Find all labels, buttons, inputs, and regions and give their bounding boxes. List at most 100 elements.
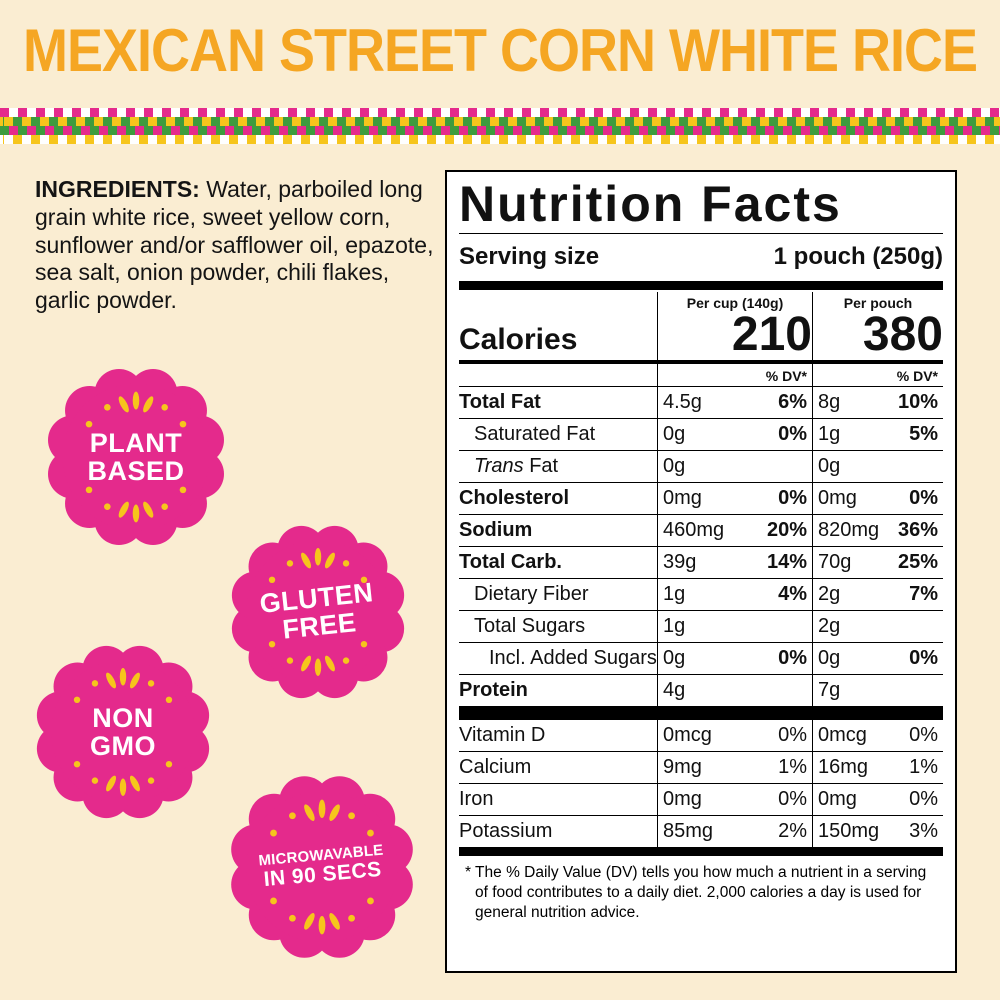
- nutrient-row: Protein 4g 7g: [459, 674, 943, 707]
- dv-per-pouch: 36%: [897, 518, 938, 541]
- amount-per-cup: 0mcg: [663, 723, 712, 746]
- ingredients-text: INGREDIENTS: Water, parboiled long grain…: [35, 176, 435, 315]
- amount-per-pouch: 2g: [818, 582, 841, 605]
- amount-per-cup: 4g: [663, 678, 686, 701]
- per-pouch-header: Per pouch: [843, 295, 913, 311]
- checker-row: [0, 117, 1000, 126]
- dv-per-cup: 0%: [778, 486, 807, 509]
- dv-per-pouch: 0%: [909, 646, 938, 669]
- ingredients-label: INGREDIENTS:: [35, 176, 200, 202]
- amount-per-pouch: 16mg: [818, 755, 869, 778]
- amount-per-cup: 0g: [663, 454, 686, 477]
- nutrient-label: Sodium: [459, 518, 533, 541]
- nutrient-label: Dietary Fiber: [474, 582, 589, 605]
- nutrient-label: Calcium: [459, 755, 532, 778]
- dv-per-pouch: 1%: [909, 755, 938, 778]
- badge-microwavable: MICROWAVABLE IN 90 SECS: [224, 770, 420, 964]
- flower-badge-shape: [231, 776, 413, 958]
- dv-per-pouch: 5%: [909, 422, 938, 445]
- amount-per-pouch: 7g: [818, 678, 841, 701]
- flower-badge-shape: [48, 369, 224, 545]
- dv-per-pouch: 0%: [909, 787, 938, 810]
- calories-per-pouch-col: Per pouch 380: [812, 292, 943, 360]
- dv-per-pouch: 10%: [897, 390, 938, 413]
- amount-per-pouch: 0mcg: [818, 723, 867, 746]
- nutrient-row: Trans Fat 0g 0g: [459, 450, 943, 483]
- badge-text: GLUTEN FREE: [216, 511, 420, 713]
- serving-size-value: 1 pouch (250g): [773, 243, 943, 270]
- dv-per-cup: 0%: [778, 723, 807, 746]
- nutrient-row: Incl. Added Sugars 0g 0% 0g 0%: [459, 642, 943, 675]
- amount-per-cup: 0g: [663, 646, 686, 669]
- amount-per-pouch: 0g: [818, 454, 841, 477]
- footnote: * The % Daily Value (DV) tells you how m…: [465, 863, 927, 921]
- medium-divider: [459, 359, 943, 364]
- calories-per-pouch: 380: [862, 308, 943, 361]
- nutrient-label: Protein: [459, 678, 528, 701]
- checker-row: [0, 135, 1000, 144]
- nutrient-row: Vitamin D 0mcg 0% 0mcg 0%: [459, 719, 943, 752]
- badge-line: PLANT: [89, 427, 183, 458]
- nutrient-label: Incl. Added Sugars: [489, 646, 657, 669]
- per-cup-header: Per cup (140g): [686, 295, 784, 311]
- nutrient-row: Iron 0mg 0% 0mg 0%: [459, 783, 943, 816]
- flower-badge-shape: [231, 525, 405, 699]
- nutrition-panel: Nutrition Facts Serving size 1 pouch (25…: [445, 170, 957, 973]
- nutrient-row: Total Sugars 1g 2g: [459, 610, 943, 643]
- amount-per-cup: 1g: [663, 582, 686, 605]
- badge-line: NON: [92, 702, 154, 733]
- amount-per-cup: 4.5g: [663, 390, 702, 413]
- badge-text: PLANT BASED: [40, 363, 232, 551]
- nutrient-label: Cholesterol: [459, 486, 570, 509]
- amount-per-cup: 0mg: [663, 486, 702, 509]
- dv-per-pouch: 25%: [897, 550, 938, 573]
- amount-per-pouch: 820mg: [818, 518, 880, 541]
- nutrient-row: Sodium 460mg 20% 820mg 36%: [459, 514, 943, 547]
- dv-header-pouch: % DV*: [812, 363, 943, 386]
- serving-size-label: Serving size: [459, 243, 600, 270]
- dv-per-cup: 0%: [778, 787, 807, 810]
- checker-row: [0, 126, 1000, 135]
- dv-header-cup: % DV*: [657, 363, 812, 386]
- amount-per-pouch: 70g: [818, 550, 852, 573]
- dv-per-cup: 14%: [766, 550, 807, 573]
- amount-per-cup: 0g: [663, 422, 686, 445]
- nutrient-rows: Total Fat 4.5g 6% 8g 10% Saturated Fat 0g 0% 1g 5…: [459, 386, 943, 848]
- badge-text: NON GMO: [30, 640, 216, 824]
- calories-section: Calories Per cup (140g) 210 Per pouch 38…: [459, 290, 943, 360]
- amount-per-pouch: 2g: [818, 614, 841, 637]
- checker-row: [0, 108, 1000, 117]
- nutrient-row: Potassium 85mg 2% 150mg 3%: [459, 815, 943, 848]
- calories-per-cup: 210: [731, 308, 812, 361]
- amount-per-pouch: 8g: [818, 390, 841, 413]
- amount-per-cup: 9mg: [663, 755, 702, 778]
- badge-text: MICROWAVABLE IN 90 SECS: [216, 762, 428, 972]
- nutrient-row: Calcium 9mg 1% 16mg 1%: [459, 751, 943, 784]
- dv-per-cup: 4%: [778, 582, 807, 605]
- serving-size-row: Serving size 1 pouch (250g): [459, 234, 943, 281]
- badge-plant-based: PLANT BASED: [40, 363, 232, 551]
- thick-divider: [459, 281, 943, 290]
- dv-per-pouch: 0%: [909, 486, 938, 509]
- nutrition-title: Nutrition Facts: [459, 178, 943, 234]
- calories-per-cup-col: Per cup (140g) 210: [657, 292, 812, 360]
- badge-line: BASED: [87, 456, 185, 486]
- amount-per-cup: 0mg: [663, 787, 702, 810]
- dv-per-pouch: 7%: [909, 582, 938, 605]
- dv-per-cup: 6%: [778, 390, 807, 413]
- dv-per-cup: 2%: [778, 819, 807, 842]
- dv-header-row: % DV* % DV*: [459, 363, 943, 387]
- badge-gluten-free: GLUTEN FREE: [225, 520, 411, 704]
- nutrient-label: Vitamin D: [459, 723, 546, 746]
- ingredients-list: Water, parboiled long grain white rice, …: [35, 176, 434, 314]
- amount-per-cup: 1g: [663, 614, 686, 637]
- amount-per-cup: 85mg: [663, 819, 714, 842]
- dv-per-cup: 0%: [778, 422, 807, 445]
- amount-per-pouch: 150mg: [818, 819, 880, 842]
- nutrient-label: Trans Fat: [474, 454, 559, 477]
- amount-per-pouch: 0mg: [818, 787, 857, 810]
- badge-non-gmo: NON GMO: [30, 640, 216, 824]
- thick-divider: [459, 706, 943, 720]
- dv-per-cup: 1%: [778, 755, 807, 778]
- checker-ribbon: [0, 108, 1000, 144]
